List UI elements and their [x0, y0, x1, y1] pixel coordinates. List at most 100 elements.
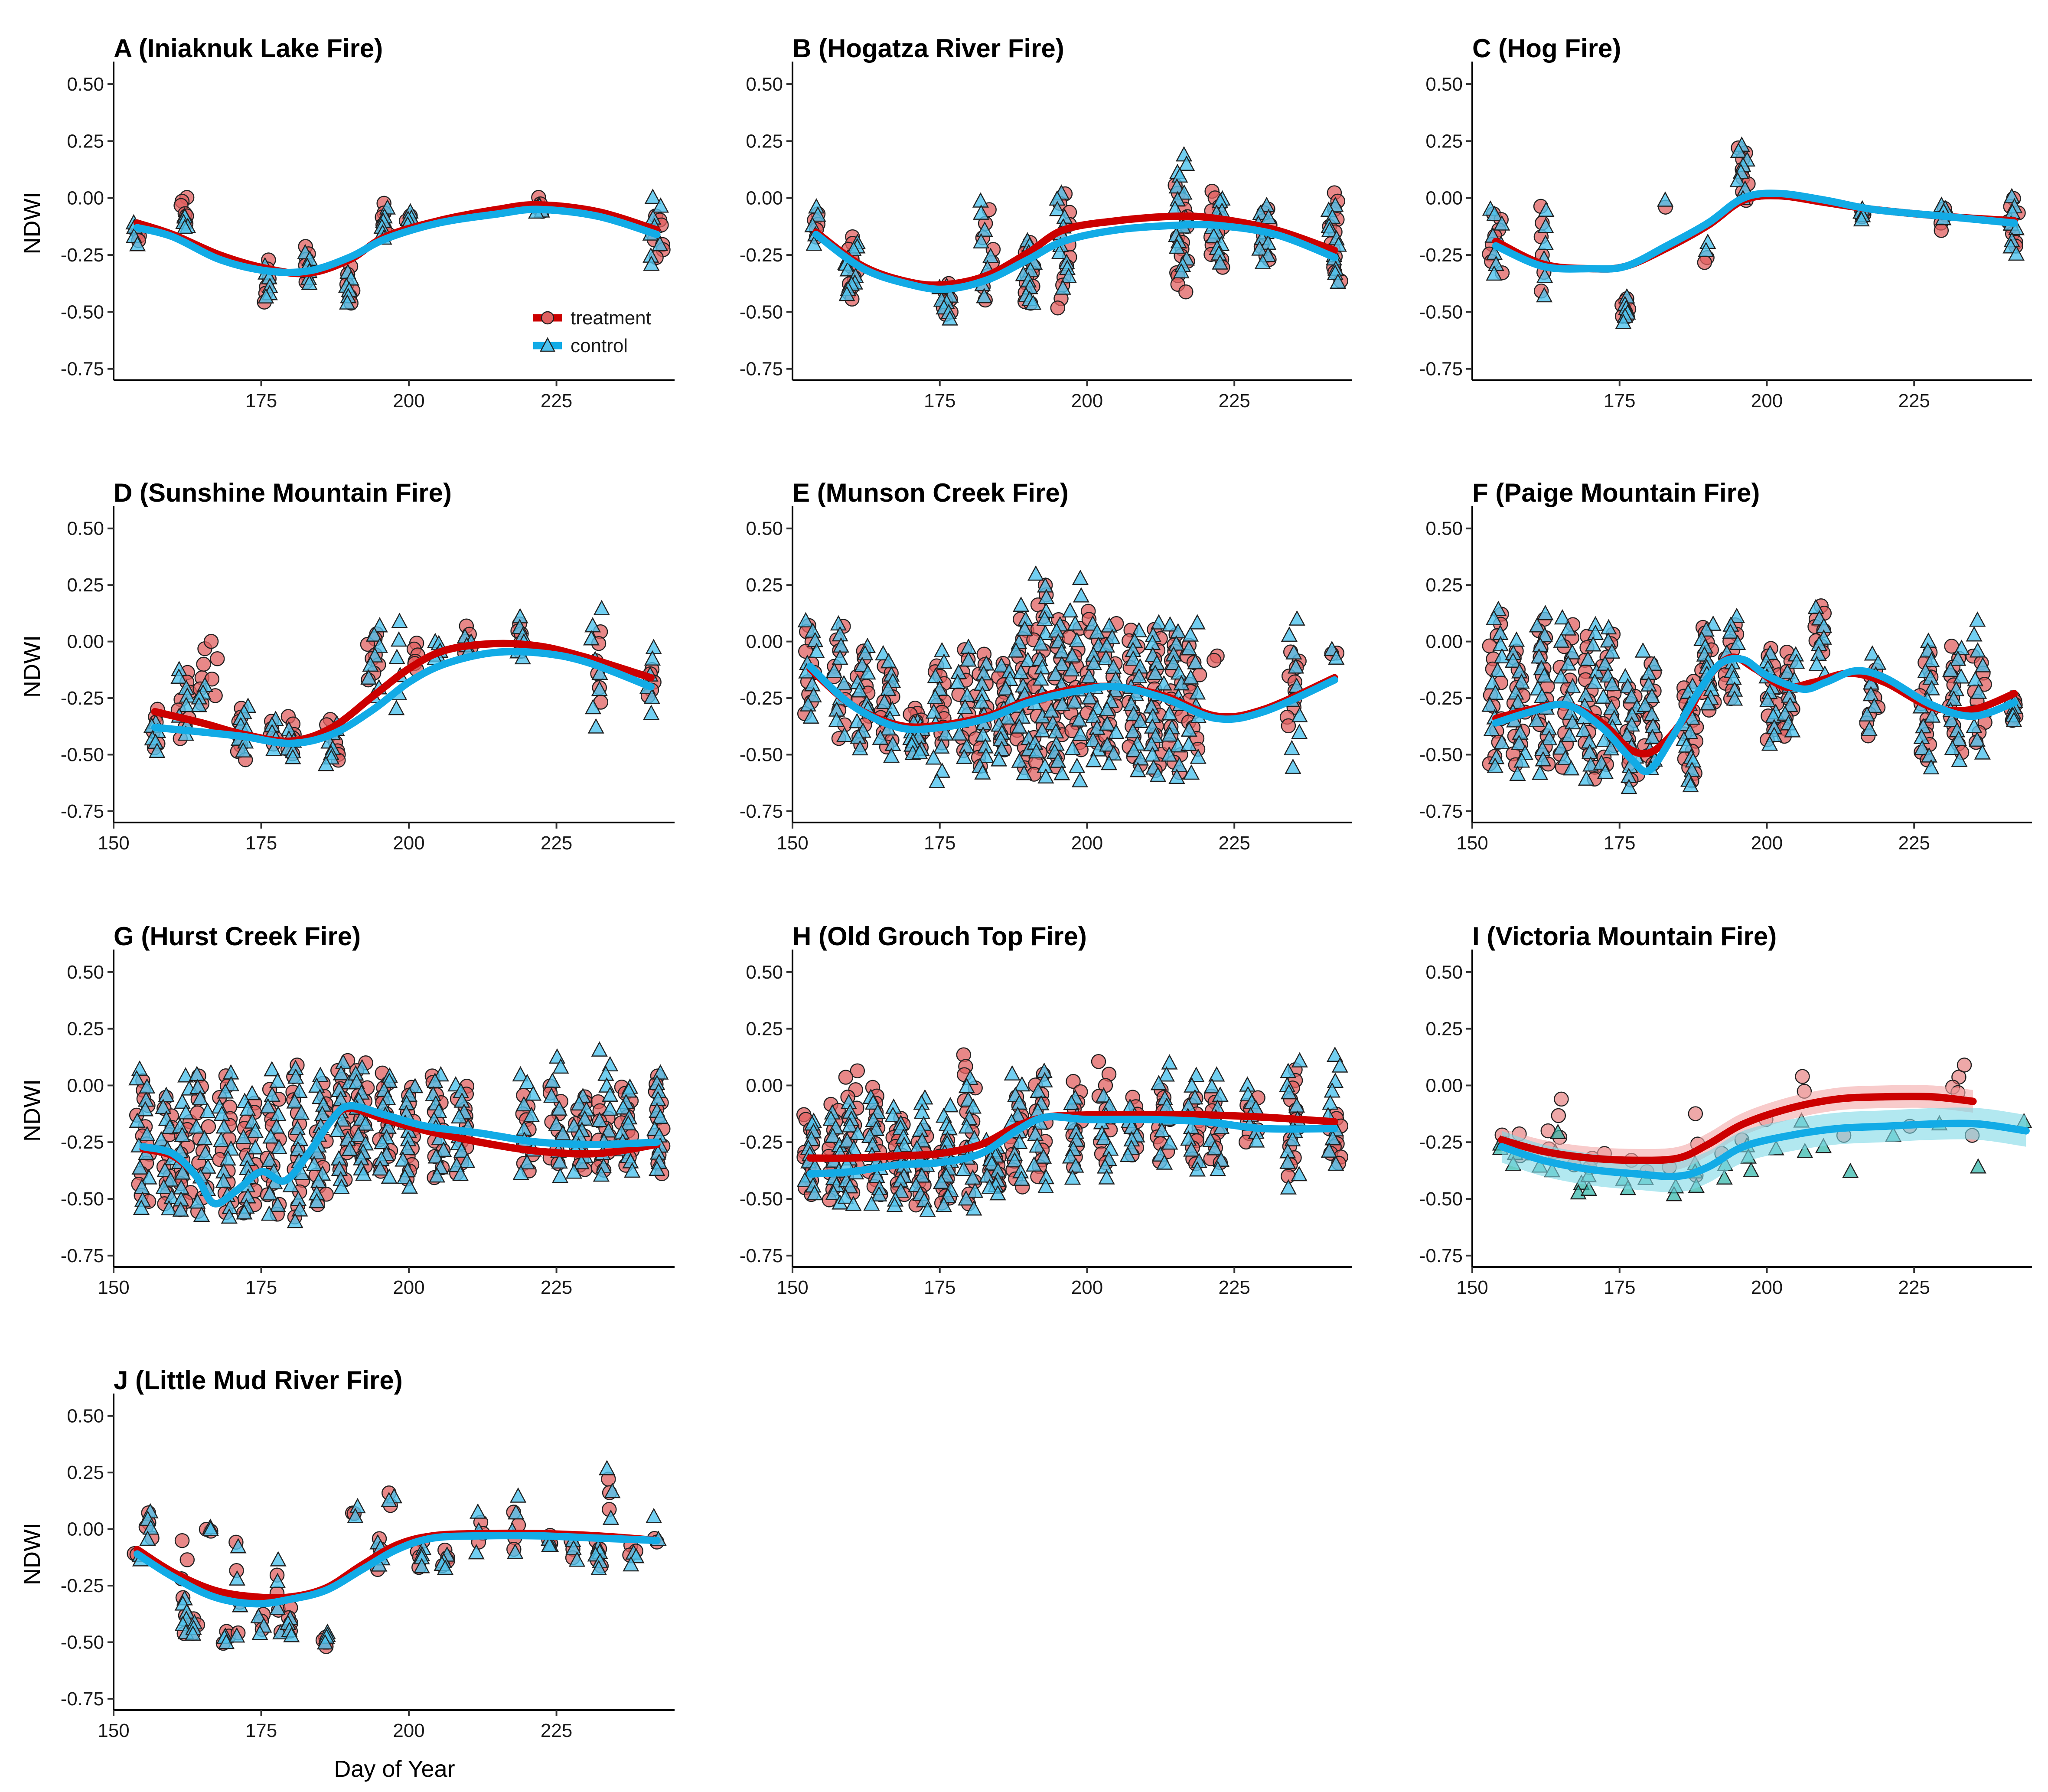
panel-f-x-tick-label: 225	[1898, 832, 1930, 854]
panel-b-control-point	[1258, 196, 1275, 212]
panel-h-control-point	[1029, 1137, 1046, 1153]
panel-h-control-point	[1095, 1087, 1112, 1103]
panel-d-control-point	[591, 664, 608, 680]
panel-f-control-point	[1530, 648, 1548, 664]
panel-h-control-point	[958, 1077, 975, 1093]
panel-a-control-point	[652, 235, 669, 251]
panel-f-control-point	[1788, 653, 1805, 669]
panel-f-control-point	[1862, 685, 1879, 702]
panel-c-title: C (Hog Fire)	[1472, 34, 1621, 63]
panel-g-control-point	[548, 1048, 566, 1064]
panel-f-control-point	[1682, 777, 1699, 793]
panel-j-control-point	[508, 1504, 525, 1520]
panel-b-control-point	[1175, 146, 1193, 162]
panel-e-control-point	[958, 738, 975, 754]
panel-a: A (Iniaknuk Lake Fire) -0.75 -0.50 -0.25 0.0…	[19, 34, 675, 411]
panel-c-y-tick-label: -0.75	[1419, 359, 1463, 380]
panel-h-control-point	[1184, 1077, 1200, 1093]
panel-d-control-point	[365, 626, 383, 642]
panel-f-control-point	[1924, 707, 1941, 723]
panel-a-control-point	[176, 219, 193, 235]
panel-e-control-point	[1161, 705, 1178, 721]
panel-g-control-point	[374, 1134, 391, 1149]
panel-f-y-tick-label: 0.25	[1425, 574, 1463, 596]
panel-h-control-point	[1209, 1161, 1226, 1176]
panel-i: I (Victoria Mountain Fire) -0.75 -0.50 -0.2…	[1419, 922, 2032, 1298]
panel-h-control-point	[1004, 1065, 1021, 1081]
panel-g-control-point	[427, 1072, 444, 1088]
panel-c-plot-area	[1482, 136, 2026, 330]
panel-g-control-point	[177, 1104, 194, 1120]
panel-c-control-point	[1730, 142, 1747, 158]
panel-e-control-point	[993, 741, 1010, 756]
panel-j-control-point	[590, 1560, 607, 1576]
panel-f-control-point	[1586, 673, 1603, 689]
panel-j-x-tick-label: 175	[245, 1720, 277, 1741]
panel-h-control-point	[1150, 1075, 1167, 1090]
panel-d-control-point	[584, 699, 602, 715]
panel-e-control-point	[1285, 644, 1302, 660]
panel-g-control-point	[128, 1070, 145, 1086]
panel-g-control-point	[155, 1098, 172, 1114]
panel-e-control-point	[826, 663, 843, 678]
panel-j-control-point	[202, 1521, 219, 1536]
panel-j-control-point	[623, 1556, 639, 1572]
panel-e-control-point	[959, 686, 976, 702]
panel-j-x-tick-label: 200	[393, 1720, 424, 1741]
panel-h-control-point	[964, 1169, 981, 1185]
panel-h-control-point	[1327, 1072, 1344, 1088]
panel-e-control-point	[1037, 624, 1054, 640]
panel-d-y-tick-label: 0.25	[67, 574, 104, 596]
panel-g-control-point	[199, 1158, 216, 1174]
panel-e-treatment-point	[1207, 653, 1222, 668]
panel-e-control-point	[1181, 640, 1197, 656]
panel-h-control-point	[965, 1200, 982, 1216]
panel-g: G (Hurst Creek Fire) -0.75 -0.50 -0.25 0.00 0…	[19, 922, 675, 1298]
panel-i-control-point	[1666, 1185, 1683, 1201]
panel-e-control-point	[1011, 752, 1028, 768]
panel-f-control-point	[1504, 652, 1522, 668]
panel-f-control-point	[1623, 688, 1640, 704]
panel-j-control-point	[228, 1627, 245, 1643]
panel-h-treatment-point	[850, 1063, 865, 1078]
panel-d-control-point	[587, 718, 604, 734]
panel-c-x-tick-label: 225	[1898, 390, 1930, 411]
panel-g-y-tick-label: 0.00	[67, 1075, 104, 1096]
panel-e-control-point	[956, 748, 973, 764]
panel-j-plot-area	[127, 1460, 667, 1654]
panel-b-y-tick-label: 0.00	[746, 188, 783, 209]
panel-g-control-point	[591, 1112, 608, 1127]
panel-j-y-tick-label: -0.25	[61, 1575, 104, 1596]
panel-f-control-point	[1575, 721, 1592, 738]
panel-h-control-point	[1011, 1094, 1028, 1110]
panel-f-control-point	[1807, 598, 1824, 614]
panel-h-control-point	[1206, 1140, 1223, 1155]
legend-control-symbol	[539, 337, 556, 352]
panel-f-control-point	[1966, 626, 1983, 642]
panel-g-control-point	[247, 1139, 264, 1155]
panel-a-x-tick-label: 175	[245, 390, 277, 411]
panel-f-control-smooth-line	[1492, 655, 2018, 775]
panel-h-control-point	[1327, 1155, 1344, 1171]
panel-d-title: D (Sunshine Mountain Fire)	[114, 478, 452, 507]
panel-h-control-point	[1119, 1146, 1136, 1162]
panel-g-control-point	[591, 1041, 608, 1057]
panel-g-control-point	[215, 1172, 232, 1188]
panel-h-control-point	[1324, 1082, 1340, 1098]
panel-d-control-point	[514, 649, 531, 665]
panel-g-control-point	[348, 1073, 365, 1089]
panel-e-control-point	[1161, 616, 1178, 632]
panel-e-control-point	[1080, 668, 1097, 683]
panel-g-y-tick-label: 0.50	[67, 962, 104, 983]
panel-j-control-points	[131, 1460, 667, 1650]
panel-e-control-point	[929, 773, 946, 788]
panel-g-control-point	[129, 1112, 146, 1128]
panel-j-treatment-point	[174, 1533, 190, 1548]
panel-b-treatment-point	[1050, 300, 1066, 316]
panel-g-control-point	[270, 1106, 287, 1121]
panel-g-control-point	[453, 1142, 470, 1158]
panel-e-control-point	[797, 612, 814, 627]
panel-a-control-point	[129, 236, 146, 251]
panel-j-control-point	[470, 1503, 486, 1519]
panel-f-control-point	[1564, 714, 1581, 730]
